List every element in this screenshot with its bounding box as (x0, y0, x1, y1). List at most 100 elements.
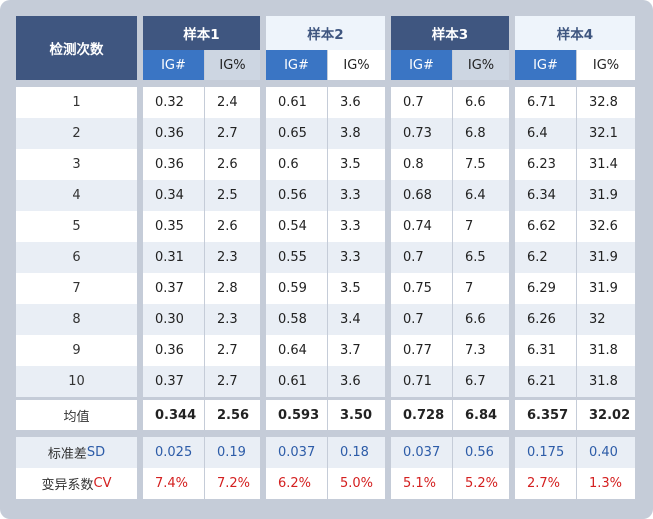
table-cell: 3.5 (328, 273, 385, 304)
table-cell: 0.61 (266, 87, 327, 118)
sample-header-3: 样本3 (391, 16, 509, 50)
table-cell: 0.37 (143, 273, 204, 304)
mean-cell: 6.357 (515, 400, 576, 430)
row-label: 4 (16, 180, 137, 211)
table-cell: 3.6 (328, 366, 385, 397)
table-cell: 2.7 (205, 366, 260, 397)
row-label: 2 (16, 118, 137, 149)
table-cell: 31.9 (577, 180, 635, 211)
table-cell: 6.34 (515, 180, 576, 211)
table-cell: 6.29 (515, 273, 576, 304)
table-cell: 0.59 (266, 273, 327, 304)
sub-header-ig-count: IG# (266, 50, 327, 80)
sd-label-prefix: 标准差 (47, 447, 87, 462)
row-label: 10 (16, 366, 137, 397)
mean-cell: 3.50 (328, 400, 385, 430)
table-cell: 6.8 (453, 118, 509, 149)
table-cell: 3.3 (328, 180, 385, 211)
table-cell: 32.6 (577, 211, 635, 242)
mean-label: 均值 (16, 400, 137, 430)
table-cell: 31.9 (577, 242, 635, 273)
table-cell: 0.36 (143, 149, 204, 180)
row-label-header: 检测次数 (16, 16, 137, 80)
row-label: 9 (16, 335, 137, 366)
table-cell: 0.8 (391, 149, 452, 180)
mean-cell: 0.344 (143, 400, 204, 430)
cv-cell: 5.0% (328, 468, 385, 499)
sample-header-4: 样本4 (515, 16, 635, 50)
table-cell: 0.54 (266, 211, 327, 242)
cv-label: 变异系数 CV (16, 468, 137, 499)
table-cell: 0.55 (266, 242, 327, 273)
cv-cell: 7.4% (143, 468, 204, 499)
table-cell: 0.56 (266, 180, 327, 211)
cv-cell: 6.2% (266, 468, 327, 499)
table-cell: 0.32 (143, 87, 204, 118)
cv-cell: 5.2% (453, 468, 509, 499)
sd-cell: 0.175 (515, 437, 576, 468)
row-label: 5 (16, 211, 137, 242)
mean-cell: 6.84 (453, 400, 509, 430)
table-cell: 6.2 (515, 242, 576, 273)
table-cell: 3.3 (328, 211, 385, 242)
sd-label: 标准差 SD (16, 437, 137, 468)
table-cell: 0.35 (143, 211, 204, 242)
table-cell: 31.8 (577, 366, 635, 397)
table-cell: 6.6 (453, 304, 509, 335)
sub-header-ig-percent: IG% (453, 50, 509, 80)
table-cell: 2.6 (205, 211, 260, 242)
table-cell: 0.36 (143, 335, 204, 366)
sd-cell: 0.19 (205, 437, 260, 468)
table-cell: 0.31 (143, 242, 204, 273)
table-cell: 6.4 (453, 180, 509, 211)
table-cell: 3.3 (328, 242, 385, 273)
table-cell: 6.26 (515, 304, 576, 335)
table-cell: 0.64 (266, 335, 327, 366)
sub-header-ig-percent: IG% (328, 50, 385, 80)
table-cell: 6.31 (515, 335, 576, 366)
table-cell: 0.7 (391, 242, 452, 273)
sub-header-ig-count: IG# (143, 50, 204, 80)
row-label: 3 (16, 149, 137, 180)
table-cell: 6.71 (515, 87, 576, 118)
table-cell: 7 (453, 211, 509, 242)
cv-label-prefix: 变异系数 (41, 478, 94, 493)
table-cell: 7.3 (453, 335, 509, 366)
table-cell: 7.5 (453, 149, 509, 180)
mean-cell: 0.593 (266, 400, 327, 430)
row-label: 6 (16, 242, 137, 273)
table-cell: 2.4 (205, 87, 260, 118)
sub-header-ig-percent: IG% (205, 50, 260, 80)
table-cell: 7 (453, 273, 509, 304)
table-cell: 0.74 (391, 211, 452, 242)
table-cell: 2.7 (205, 335, 260, 366)
table-cell: 6.6 (453, 87, 509, 118)
table-cell: 2.3 (205, 304, 260, 335)
table-cell: 6.23 (515, 149, 576, 180)
table-cell: 0.6 (266, 149, 327, 180)
table-cell: 2.7 (205, 118, 260, 149)
table-cell: 6.4 (515, 118, 576, 149)
table-cell: 0.58 (266, 304, 327, 335)
cv-cell: 7.2% (205, 468, 260, 499)
table-cell: 6.5 (453, 242, 509, 273)
table-cell: 2.5 (205, 180, 260, 211)
table-cell: 6.21 (515, 366, 576, 397)
table-cell: 32 (577, 304, 635, 335)
table-cell: 3.5 (328, 149, 385, 180)
table-cell: 3.6 (328, 87, 385, 118)
table-cell: 0.36 (143, 118, 204, 149)
table-cell: 0.75 (391, 273, 452, 304)
table-cell: 3.8 (328, 118, 385, 149)
table-cell: 6.62 (515, 211, 576, 242)
table-cell: 0.7 (391, 87, 452, 118)
sub-header-ig-percent: IG% (577, 50, 635, 80)
table-cell: 32.8 (577, 87, 635, 118)
sample-header-2: 样本2 (266, 16, 385, 50)
row-label: 8 (16, 304, 137, 335)
table-cell: 0.37 (143, 366, 204, 397)
row-label: 1 (16, 87, 137, 118)
table-cell: 2.3 (205, 242, 260, 273)
table-cell: 31.8 (577, 335, 635, 366)
